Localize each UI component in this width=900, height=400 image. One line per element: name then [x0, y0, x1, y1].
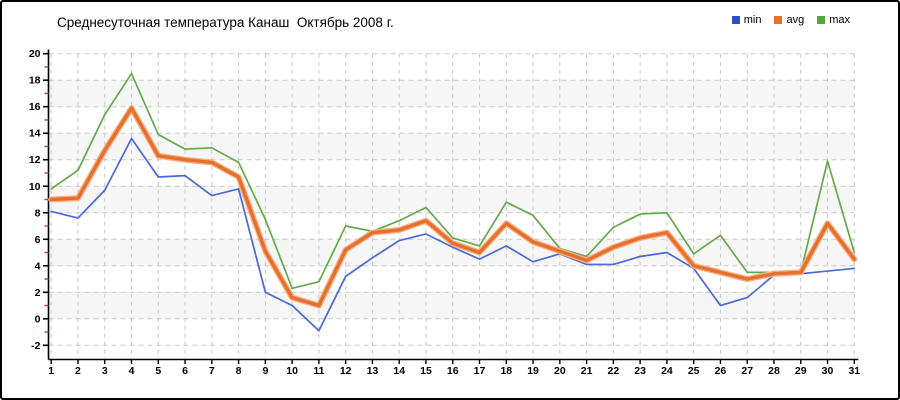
svg-text:22: 22 — [608, 365, 620, 377]
svg-text:20: 20 — [29, 48, 41, 60]
svg-text:20: 20 — [554, 365, 566, 377]
svg-text:10: 10 — [29, 181, 41, 193]
svg-text:28: 28 — [768, 365, 780, 377]
svg-text:6: 6 — [182, 365, 188, 377]
svg-text:27: 27 — [741, 365, 753, 377]
svg-text:15: 15 — [420, 365, 432, 377]
svg-text:2: 2 — [75, 365, 81, 377]
svg-text:13: 13 — [367, 365, 379, 377]
legend-label-avg: avg — [786, 14, 805, 26]
svg-text:3: 3 — [102, 365, 108, 377]
svg-text:4: 4 — [129, 365, 135, 377]
max-swatch-icon — [817, 16, 826, 24]
svg-text:25: 25 — [688, 365, 700, 377]
svg-text:21: 21 — [581, 365, 593, 377]
svg-text:8: 8 — [236, 365, 242, 377]
svg-text:8: 8 — [35, 207, 41, 219]
svg-text:-2: -2 — [31, 340, 40, 352]
svg-text:16: 16 — [447, 365, 459, 377]
svg-text:31: 31 — [848, 365, 860, 377]
series-max — [50, 72, 856, 290]
svg-text:5: 5 — [155, 365, 161, 377]
svg-text:17: 17 — [474, 365, 486, 377]
legend-label-max: max — [829, 14, 850, 26]
avg-swatch-icon — [774, 16, 783, 24]
legend-item-max: max — [817, 14, 850, 26]
svg-text:19: 19 — [527, 365, 539, 377]
svg-text:10: 10 — [286, 365, 298, 377]
svg-text:0: 0 — [35, 313, 41, 325]
svg-text:14: 14 — [393, 365, 405, 377]
svg-text:24: 24 — [661, 365, 673, 377]
svg-text:26: 26 — [715, 365, 727, 377]
svg-text:2: 2 — [35, 287, 41, 299]
svg-text:4: 4 — [35, 260, 41, 272]
legend: min avg max — [731, 14, 850, 26]
series-avg — [49, 106, 856, 308]
legend-item-avg: avg — [774, 14, 804, 26]
series-min — [50, 137, 856, 332]
svg-text:1: 1 — [48, 365, 54, 377]
svg-text:11: 11 — [313, 365, 324, 377]
legend-item-min: min — [731, 14, 762, 26]
svg-text:12: 12 — [340, 365, 352, 377]
svg-text:14: 14 — [29, 128, 41, 140]
page-title: Среднесуточная температура Канаш Октябрь… — [57, 15, 394, 30]
min-swatch-icon — [731, 16, 740, 24]
svg-text:12: 12 — [29, 154, 41, 166]
svg-text:29: 29 — [795, 365, 807, 377]
svg-text:18: 18 — [500, 365, 512, 377]
svg-text:6: 6 — [35, 234, 41, 246]
svg-text:16: 16 — [29, 101, 41, 113]
svg-text:30: 30 — [822, 365, 834, 377]
svg-text:7: 7 — [209, 365, 215, 377]
legend-label-min: min — [743, 14, 762, 26]
svg-text:23: 23 — [634, 365, 646, 377]
svg-text:9: 9 — [262, 365, 268, 377]
svg-text:18: 18 — [29, 75, 41, 87]
